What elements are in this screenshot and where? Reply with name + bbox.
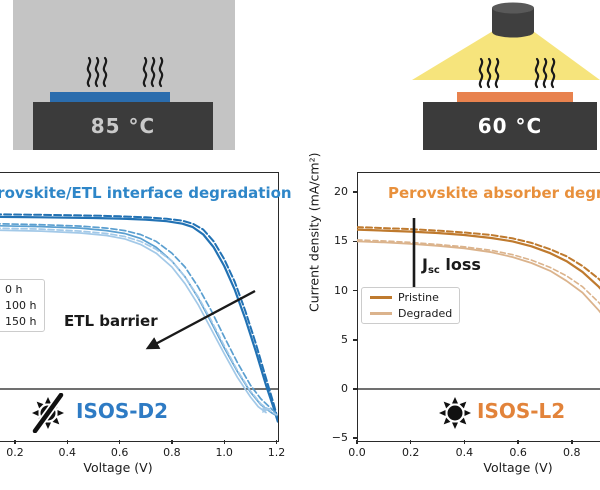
solar-cell-layer-blue <box>50 92 170 102</box>
x-tick <box>571 440 573 444</box>
x-tick-label: 0.2 <box>401 446 420 459</box>
left-legend: 0 h 100 h 150 h <box>0 279 45 332</box>
hotplate-block: 85 °C <box>33 102 213 150</box>
isos-d2-label: ISOS-D2 <box>76 399 169 423</box>
crossed-sun-dark-storage-icon <box>32 393 64 433</box>
x-tick-label: 0.8 <box>563 446 581 459</box>
x-tick <box>463 440 466 444</box>
jsc-j: J <box>422 255 428 274</box>
stage-block: 60 °C <box>423 102 597 150</box>
solar-cell-layer-orange <box>457 92 573 102</box>
jv-curve-pristine-reverse <box>357 226 600 282</box>
legend-entry: 150 h <box>0 315 39 328</box>
legend-entry: 100 h <box>0 299 39 312</box>
sun-light-soaking-icon <box>439 397 471 429</box>
jv-curve-pristine-forward <box>357 228 600 290</box>
x-tick-label: 0.6 <box>509 446 527 459</box>
heat-waves-icon <box>534 57 556 89</box>
x-tick-label: 0.0 <box>348 446 366 459</box>
x-tick <box>356 440 358 444</box>
x-tick-label: 0.4 <box>455 446 474 459</box>
jv-curve-degraded-forward <box>357 240 600 314</box>
y-tick <box>353 240 357 243</box>
y-tick-label: 20 <box>334 185 348 199</box>
left-plot-frame <box>0 172 279 442</box>
legend-line-sample <box>370 312 392 315</box>
left-jv-curves <box>0 213 278 423</box>
right-xaxis-label: Voltage (V) <box>483 460 553 475</box>
legend-label: Pristine <box>398 291 439 304</box>
x-tick-label: 1.0 <box>215 446 233 459</box>
y-tick-label: 10 <box>334 283 348 297</box>
heat-stress-panel: 85 °C <box>13 0 235 150</box>
legend-label: 0 h <box>5 283 23 296</box>
y-tick <box>353 191 357 193</box>
x-tick-label: 0.8 <box>163 446 181 459</box>
legend-entry: 0 h <box>0 283 39 296</box>
heat-waves-icon <box>86 56 108 88</box>
y-tick <box>353 339 357 341</box>
x-tick <box>66 440 69 444</box>
jv-curve-100-h-reverse <box>0 222 278 415</box>
y-tick-label: −5 <box>331 431 348 445</box>
jsc-rest: loss <box>439 255 481 274</box>
jsc-sub: sc <box>427 265 440 276</box>
light-cone <box>412 31 600 80</box>
x-tick <box>275 440 278 444</box>
jv-curve-150-h-forward <box>0 229 267 414</box>
x-tick-label: 0.6 <box>110 446 129 459</box>
legend-label: 150 h <box>5 315 37 328</box>
y-tick-label: 5 <box>341 332 348 346</box>
curve-end-arrowhead <box>262 406 272 414</box>
right-plot-frame <box>357 172 600 442</box>
isos-l2-label: ISOS-L2 <box>477 399 566 423</box>
heat-waves-icon <box>142 56 164 88</box>
x-tick <box>223 440 225 444</box>
x-tick <box>118 440 121 444</box>
legend-entry: Degraded <box>370 307 453 320</box>
y-tick <box>353 289 357 292</box>
right-legend: Pristine Degraded <box>361 287 460 324</box>
jv-curve-0-h-reverse <box>0 213 278 421</box>
legend-entry: Pristine <box>370 291 451 304</box>
left-plot-title: Perovskite/ETL interface degradation <box>0 184 292 202</box>
x-tick-label: 0.4 <box>58 446 77 459</box>
heat-waves-icon <box>478 57 500 89</box>
x-tick <box>171 440 173 444</box>
etl-barrier-arrow <box>145 289 256 350</box>
light-temperature-label: 60 °C <box>477 114 543 138</box>
legend-label: Degraded <box>398 307 453 320</box>
y-tick-label: 0 <box>341 382 348 395</box>
lamp-icon <box>492 2 534 38</box>
etl-barrier-annotation: ETL barrier <box>64 312 158 330</box>
right-plot-title: Perovskite absorber degradation <box>388 184 600 202</box>
x-tick <box>517 440 519 444</box>
y-tick-label: 15 <box>334 234 348 248</box>
y-tick <box>353 437 357 439</box>
jv-curve-degraded-reverse <box>357 239 600 306</box>
jv-curve-150-h-reverse <box>0 227 278 416</box>
y-tick <box>353 388 357 390</box>
legend-line-sample <box>370 296 392 299</box>
left-xaxis-label: Voltage (V) <box>83 460 153 475</box>
x-tick-label: 0.2 <box>6 446 24 459</box>
x-tick-label: 1.2 <box>267 446 286 459</box>
x-tick <box>409 440 412 444</box>
heat-temperature-label: 85 °C <box>90 114 156 138</box>
legend-label: 100 h <box>5 299 37 312</box>
jsc-loss-annotation: Jsc loss <box>422 255 481 276</box>
jv-curve-0-h-forward <box>0 215 278 423</box>
x-tick <box>14 440 16 444</box>
